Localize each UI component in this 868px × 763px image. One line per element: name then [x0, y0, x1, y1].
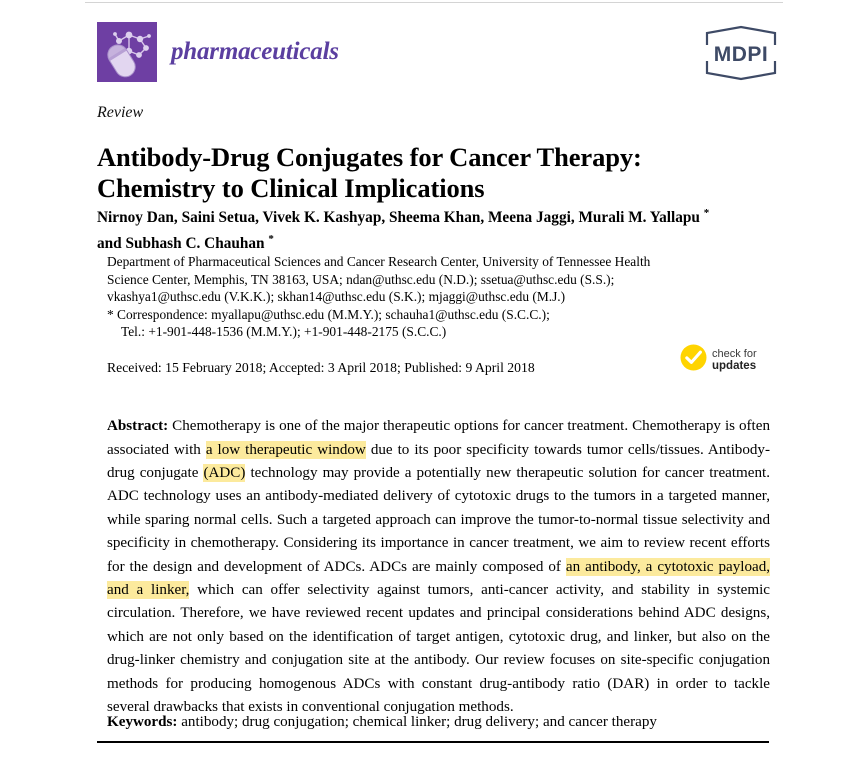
pill-molecule-icon [97, 22, 157, 82]
title-line-1: Antibody-Drug Conjugates for Cancer Ther… [97, 141, 642, 172]
affiliation-line-3: vkashya1@uthsc.edu (V.K.K.); skhan14@uth… [107, 289, 566, 305]
affiliation-block: Department of Pharmaceutical Sciences an… [107, 253, 767, 341]
check-circle-icon [680, 344, 707, 376]
author-names-1: Nirnoy Dan, Saini Setua, Vivek K. Kashya… [97, 209, 704, 227]
abstract-text: due to its poor specificity towards tumo… [107, 441, 770, 481]
abstract-highlight: (ADC) [203, 463, 246, 482]
abstract-highlight: a low therapeutic window [205, 440, 366, 459]
telephone-line: Tel.: +1-901-448-1536 (M.M.Y.); +1-901-4… [121, 324, 447, 340]
publication-dates: Received: 15 February 2018; Accepted: 3 … [107, 360, 535, 375]
article-type-label: Review [97, 104, 144, 121]
keywords-text: antibody; drug conjugation; chemical lin… [177, 714, 657, 731]
journal-brand[interactable]: pharmaceuticals [97, 22, 339, 82]
keywords-paragraph: Keywords: antibody; drug conjugation; ch… [107, 711, 770, 733]
check-for-updates-text: check for updates [712, 348, 757, 372]
affiliation-line-2: Science Center, Memphis, TN 38163, USA; … [107, 271, 615, 287]
check-for-updates-badge[interactable]: check for updates [680, 342, 772, 378]
affiliation-line-1: Department of Pharmaceutical Sciences an… [107, 254, 651, 269]
abstract-text: technology may provide a potentially new… [107, 464, 771, 575]
mdpi-hexagon-logo[interactable]: MDPI [699, 25, 783, 81]
page-title: Antibody-Drug Conjugates for Cancer Ther… [97, 142, 757, 204]
abstract-text: Chemotherapy is one of the major therape… [107, 418, 770, 458]
top-divider [85, 2, 783, 3]
abstract-text: which can offer selectivity against tumo… [107, 581, 771, 715]
svg-text:MDPI: MDPI [714, 43, 769, 66]
keywords-label: Keywords: [107, 714, 178, 731]
bottom-divider [97, 741, 769, 743]
corresponding-marker-2: * [268, 232, 274, 245]
corresponding-marker-1: * [703, 207, 710, 219]
title-line-2: Chemistry to Clinical Implications [97, 172, 485, 203]
correspondence-block: * Correspondence: myallapu@uthsc.edu (M.… [107, 306, 767, 341]
abstract-label: Abstract: [107, 418, 169, 435]
author-line-1: Nirnoy Dan, Saini Setua, Vivek K. Kashya… [97, 203, 787, 229]
journal-name: pharmaceuticals [171, 38, 339, 65]
crossmark-line-1: check for [712, 348, 757, 360]
author-list: Nirnoy Dan, Saini Setua, Vivek K. Kashya… [97, 203, 787, 254]
crossmark-line-2: updates [712, 360, 757, 372]
masthead: pharmaceuticals MDPI [97, 22, 783, 84]
author-line-2: and Subhash C. Chauhan * [97, 229, 787, 255]
correspondence-line: * Correspondence: myallapu@uthsc.edu (M.… [107, 306, 550, 322]
author-names-2: and Subhash C. Chauhan [97, 234, 269, 252]
abstract-paragraph: Abstract: Chemotherapy is one of the maj… [107, 415, 771, 719]
